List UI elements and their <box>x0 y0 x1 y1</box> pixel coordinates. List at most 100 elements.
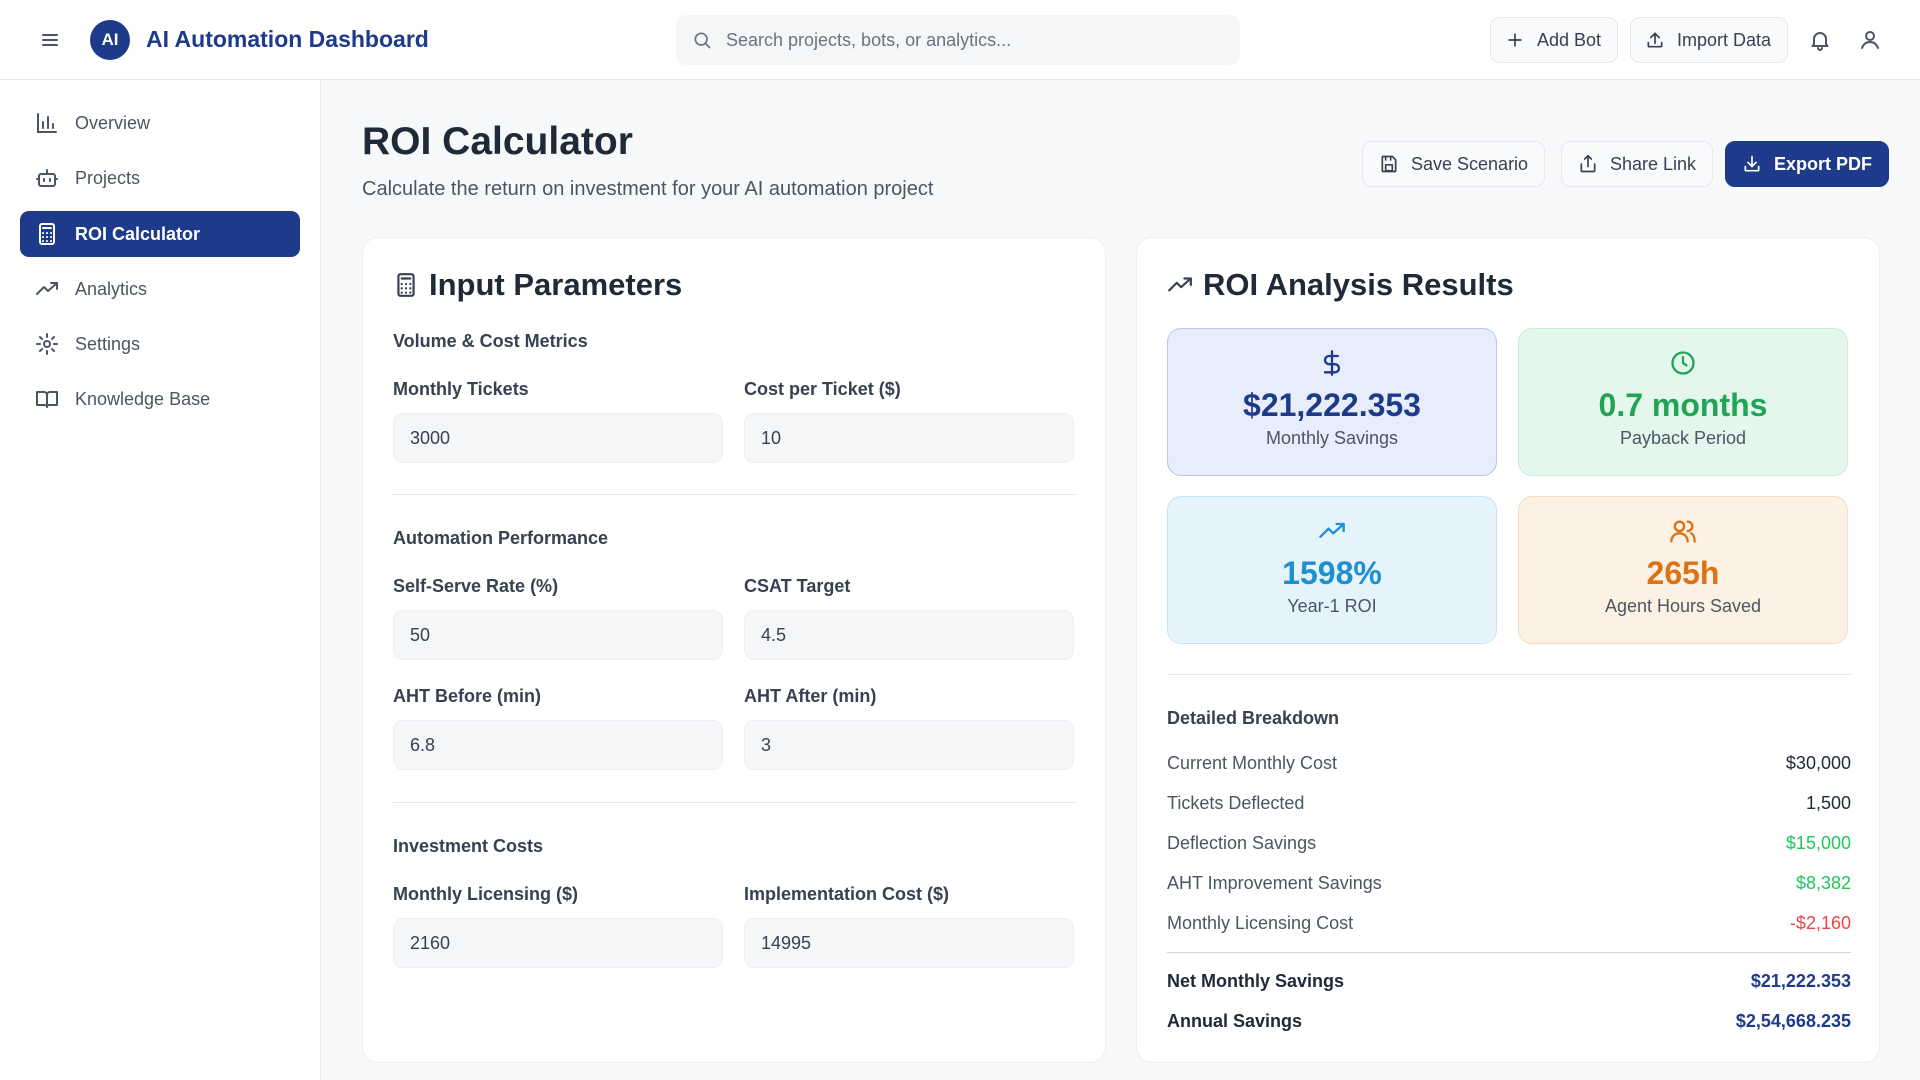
app-logo: AI <box>90 20 130 60</box>
breakdown-row-current-cost: Current Monthly Cost $30,000 <box>1167 753 1851 774</box>
total-label: Net Monthly Savings <box>1167 971 1345 991</box>
sidebar-item-settings[interactable]: Settings <box>20 321 300 367</box>
aht-after-input[interactable] <box>744 720 1074 770</box>
add-bot-button[interactable]: Add Bot <box>1490 17 1619 63</box>
import-data-button[interactable]: Import Data <box>1630 17 1789 63</box>
share-link-button[interactable]: Share Link <box>1561 141 1714 187</box>
aht-before-label: AHT Before (min) <box>393 686 541 706</box>
agent-hours-tile: 265h Agent Hours Saved <box>1518 496 1848 644</box>
export-pdf-label: Export PDF <box>1774 153 1873 174</box>
total-value: $21,222.353 <box>1750 971 1851 991</box>
breakdown-value: $15,000 <box>1785 833 1851 853</box>
self-serve-rate-input[interactable] <box>393 610 723 660</box>
input-parameters-title: Input Parameters <box>393 267 682 303</box>
sidebar-item-label: Overview <box>75 112 151 133</box>
save-scenario-label: Save Scenario <box>1411 153 1529 174</box>
monthly-savings-tile: $21,222.353 Monthly Savings <box>1167 328 1497 476</box>
sidebar-item-overview[interactable]: Overview <box>20 100 300 146</box>
top-bar: AI AI Automation Dashboard Add Bot Impor… <box>0 0 1920 80</box>
aht-before-input[interactable] <box>393 720 723 770</box>
year1-roi-value: 1598% <box>1282 555 1382 591</box>
self-serve-rate-label: Self-Serve Rate (%) <box>393 576 559 596</box>
breakdown-row-tickets-deflected: Tickets Deflected 1,500 <box>1167 793 1851 814</box>
monthly-savings-label: Monthly Savings <box>1265 428 1399 448</box>
total-value: $2,54,668.235 <box>1735 1011 1851 1031</box>
search-bar <box>676 15 1240 65</box>
page-title: ROI Calculator <box>362 120 633 163</box>
section-automation-performance: Automation Performance <box>393 528 609 548</box>
implementation-cost-label: Implementation Cost ($) <box>744 884 950 904</box>
breakdown-value: $30,000 <box>1785 753 1851 773</box>
app-title: AI Automation Dashboard <box>146 26 429 52</box>
breakdown-value: $8,382 <box>1795 873 1851 893</box>
roi-results-title: ROI Analysis Results <box>1167 267 1514 303</box>
trending-up-icon <box>1167 272 1203 298</box>
monthly-licensing-input[interactable] <box>393 918 723 968</box>
breakdown-label: Current Monthly Cost <box>1167 753 1338 773</box>
gear-icon <box>35 332 75 356</box>
share-icon <box>1578 154 1610 174</box>
sidebar-item-analytics[interactable]: Analytics <box>20 266 300 312</box>
monthly-licensing-label: Monthly Licensing ($) <box>393 884 579 904</box>
sidebar-item-roi-calculator[interactable]: ROI Calculator <box>20 211 300 257</box>
monthly-tickets-input[interactable] <box>393 413 723 463</box>
input-parameters-card: Input Parameters Volume & Cost Metrics M… <box>362 237 1106 1063</box>
divider <box>393 802 1077 803</box>
agent-hours-value: 265h <box>1646 555 1720 591</box>
csat-target-label: CSAT Target <box>744 576 851 596</box>
divider <box>1167 674 1851 675</box>
export-pdf-button[interactable]: Export PDF <box>1725 141 1890 187</box>
calculator-icon <box>393 272 429 298</box>
card-title-text: ROI Analysis Results <box>1203 267 1514 302</box>
breakdown-row-licensing-cost: Monthly Licensing Cost -$2,160 <box>1167 913 1851 934</box>
upload-icon <box>1645 30 1677 50</box>
hamburger-menu-icon[interactable] <box>38 28 62 52</box>
sidebar-item-projects[interactable]: Projects <box>20 155 300 201</box>
bell-icon[interactable] <box>1808 28 1832 52</box>
search-input[interactable] <box>726 29 1206 51</box>
breakdown-label: Monthly Licensing Cost <box>1167 913 1354 933</box>
book-icon <box>35 387 75 411</box>
sidebar-item-knowledge-base[interactable]: Knowledge Base <box>20 376 300 422</box>
csat-target-input[interactable] <box>744 610 1074 660</box>
sidebar-item-label: Projects <box>75 167 141 188</box>
bar-chart-icon <box>35 111 75 135</box>
breakdown-label: Tickets Deflected <box>1167 793 1305 813</box>
breakdown-value: -$2,160 <box>1789 913 1851 933</box>
payback-period-tile: 0.7 months Payback Period <box>1518 328 1848 476</box>
sidebar-item-label: ROI Calculator <box>75 223 201 244</box>
monthly-tickets-label: Monthly Tickets <box>393 379 529 399</box>
total-row-annual: Annual Savings $2,54,668.235 <box>1167 1011 1851 1032</box>
aht-after-label: AHT After (min) <box>744 686 877 706</box>
download-icon <box>1742 154 1774 174</box>
user-icon[interactable] <box>1858 28 1882 52</box>
year1-roi-label: Year-1 ROI <box>1287 596 1377 616</box>
cost-per-ticket-input[interactable] <box>744 413 1074 463</box>
cost-per-ticket-label: Cost per Ticket ($) <box>744 379 901 399</box>
roi-results-card: ROI Analysis Results $21,222.353 Monthly… <box>1136 237 1880 1063</box>
card-title-text: Input Parameters <box>429 267 683 302</box>
add-bot-label: Add Bot <box>1537 29 1602 50</box>
year1-roi-tile: 1598% Year-1 ROI <box>1167 496 1497 644</box>
sidebar-item-label: Analytics <box>75 278 148 299</box>
sidebar-item-label: Knowledge Base <box>75 388 211 409</box>
breakdown-row-aht-savings: AHT Improvement Savings $8,382 <box>1167 873 1851 894</box>
import-data-label: Import Data <box>1677 29 1772 50</box>
breakdown-label: Deflection Savings <box>1167 833 1317 853</box>
section-investment-costs: Investment Costs <box>393 836 544 856</box>
section-volume-cost: Volume & Cost Metrics <box>393 331 588 351</box>
total-row-net-monthly: Net Monthly Savings $21,222.353 <box>1167 971 1851 992</box>
payback-period-label: Payback Period <box>1619 428 1747 448</box>
share-link-label: Share Link <box>1610 153 1697 174</box>
save-icon <box>1379 154 1411 174</box>
users-icon <box>1519 517 1847 545</box>
implementation-cost-input[interactable] <box>744 918 1074 968</box>
breakdown-label: AHT Improvement Savings <box>1167 873 1382 893</box>
breakdown-row-deflection-savings: Deflection Savings $15,000 <box>1167 833 1851 854</box>
clock-icon <box>1519 349 1847 377</box>
total-label: Annual Savings <box>1167 1011 1303 1031</box>
save-scenario-button[interactable]: Save Scenario <box>1362 141 1546 187</box>
trending-up-icon <box>1168 517 1496 545</box>
agent-hours-label: Agent Hours Saved <box>1604 596 1762 616</box>
page-subtitle: Calculate the return on investment for y… <box>362 178 934 200</box>
